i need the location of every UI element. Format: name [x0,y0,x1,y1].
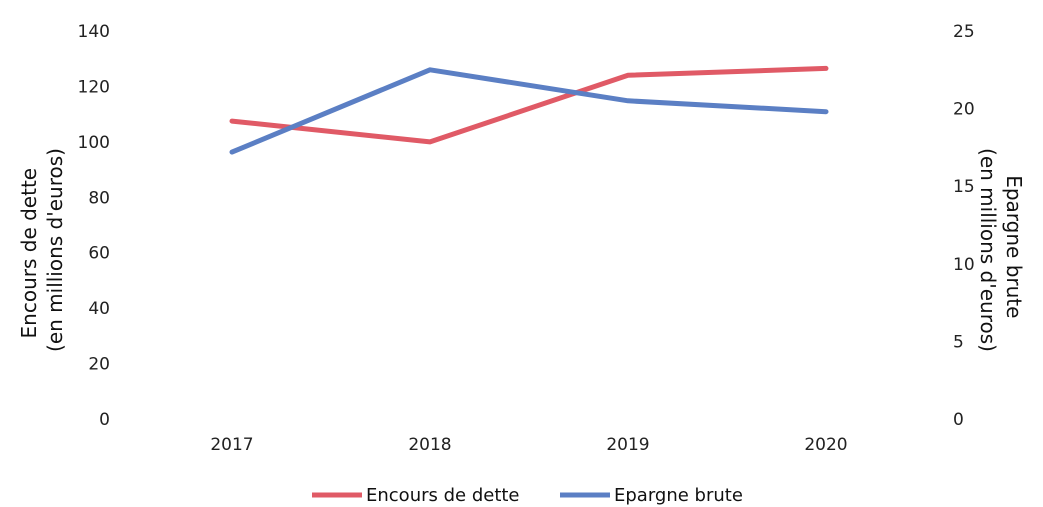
right-axis-tick-label: 15 [953,177,975,197]
right-axis-title-line-2: (en millions d'euros) [976,148,1000,352]
left-axis-tick-label: 40 [88,299,110,319]
series-line-epargne-brute [229,67,829,155]
x-axis-tick-label: 2019 [606,435,649,455]
right-axis-tick-label: 25 [953,22,975,42]
x-axis-tick-label: 2017 [210,435,253,455]
x-axis-ticks: 2017 2018 2019 2020 [210,435,847,455]
legend: Encours de dette Epargne brute [312,485,743,506]
x-axis-tick-label: 2020 [804,435,847,455]
right-axis-tick-label: 5 [953,332,964,352]
left-axis-title-line-2: (en millions d'euros) [43,148,67,352]
left-axis-title-line-1: Encours de dette [17,168,41,339]
left-axis-tick-label: 80 [88,188,110,208]
series-lines [229,65,829,155]
left-axis-tick-label: 60 [88,244,110,264]
legend-label-encours: Encours de dette [366,485,520,506]
x-axis-tick-label: 2018 [408,435,451,455]
left-axis-tick-label: 20 [88,355,110,375]
right-axis-ticks: 0 5 10 15 20 25 [953,22,975,430]
left-axis-ticks: 0 20 40 60 80 100 120 140 [78,22,110,430]
left-axis-tick-label: 0 [99,410,110,430]
right-axis-tick-label: 10 [953,255,975,275]
right-axis-title: Epargne brute (en millions d'euros) [976,148,1026,352]
series-line-encours-de-dette [229,65,829,145]
right-axis-tick-label: 20 [953,100,975,120]
left-axis-title: Encours de dette (en millions d'euros) [17,148,67,352]
left-axis-tick-label: 120 [78,77,110,97]
left-axis-tick-label: 140 [78,22,110,42]
legend-label-epargne: Epargne brute [614,485,743,506]
right-axis-tick-label: 0 [953,410,964,430]
left-axis-tick-label: 100 [78,133,110,153]
right-axis-title-line-1: Epargne brute [1002,175,1026,318]
